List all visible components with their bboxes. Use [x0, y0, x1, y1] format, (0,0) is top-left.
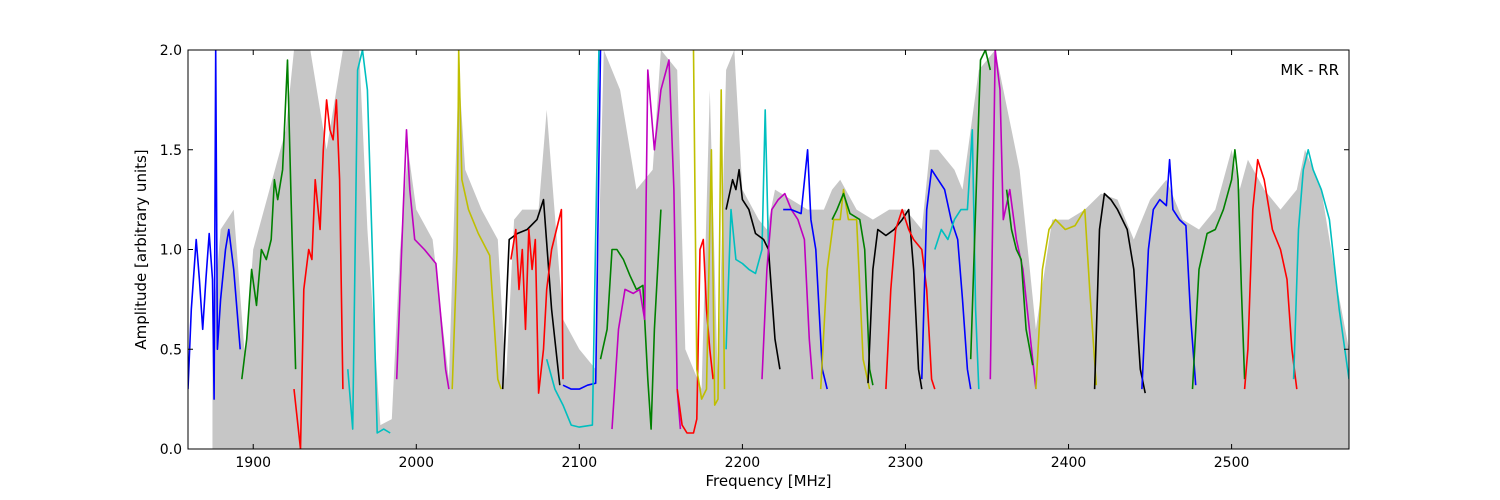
- series-line-26: [989, 50, 1037, 390]
- series-line-1: [188, 50, 241, 400]
- y-tick-label: 1.5: [160, 143, 182, 159]
- x-tick-label: 2400: [1051, 455, 1087, 471]
- x-tick-label: 1900: [235, 455, 271, 471]
- series-line-8: [510, 208, 564, 394]
- x-tick-label: 2300: [888, 455, 924, 471]
- series-line-33: [1292, 149, 1349, 380]
- series-line-14: [692, 50, 726, 406]
- series-line-27: [1005, 189, 1034, 366]
- x-axis-label: Frequency [MHz]: [705, 472, 831, 490]
- series-line-22: [885, 208, 936, 390]
- y-axis: 0.0 0.5 1.0 1.5 2.0: [160, 43, 1349, 458]
- background-band-layer: [212, 50, 1349, 449]
- series-layer: [188, 50, 1349, 449]
- series-line-19: [819, 188, 871, 390]
- y-tick-label: 0.0: [160, 442, 182, 458]
- y-axis-label: Amplitude [arbitrary units]: [132, 149, 150, 349]
- series-line-4: [347, 50, 391, 434]
- series-line-6: [451, 50, 502, 390]
- series-line-23: [921, 168, 972, 390]
- chart-annotation: MK - RR: [1280, 61, 1339, 79]
- x-tick-label: 2000: [398, 455, 434, 471]
- y-tick-label: 2.0: [160, 43, 182, 59]
- background-band: [212, 50, 1349, 449]
- series-line-17: [761, 192, 814, 380]
- series-line-10: [545, 50, 600, 428]
- series-line-25: [969, 50, 992, 360]
- series-line-32: [1243, 158, 1298, 390]
- series-line-15: [725, 109, 770, 350]
- series-line-30: [1141, 158, 1197, 390]
- series-line-5: [395, 129, 450, 390]
- series-line-18: [783, 149, 828, 390]
- y-tick-label: 0.5: [160, 342, 182, 358]
- series-line-31: [1191, 149, 1246, 390]
- series-line-2: [241, 59, 297, 380]
- x-tick-label: 2500: [1214, 455, 1250, 471]
- series-line-9: [562, 50, 602, 390]
- series-line-28: [1035, 208, 1098, 390]
- series-line-29: [1093, 192, 1146, 394]
- y-tick-label: 1.0: [160, 243, 182, 259]
- series-line-16: [725, 168, 781, 370]
- x-axis: 1900 2000 2100 2200 2300 2400 2500: [235, 50, 1249, 471]
- series-line-11: [599, 209, 662, 430]
- series-line-7: [501, 198, 561, 390]
- x-tick-label: 2200: [725, 455, 761, 471]
- x-tick-label: 2100: [562, 455, 598, 471]
- series-line-12: [611, 59, 682, 430]
- series-line-3: [293, 99, 344, 449]
